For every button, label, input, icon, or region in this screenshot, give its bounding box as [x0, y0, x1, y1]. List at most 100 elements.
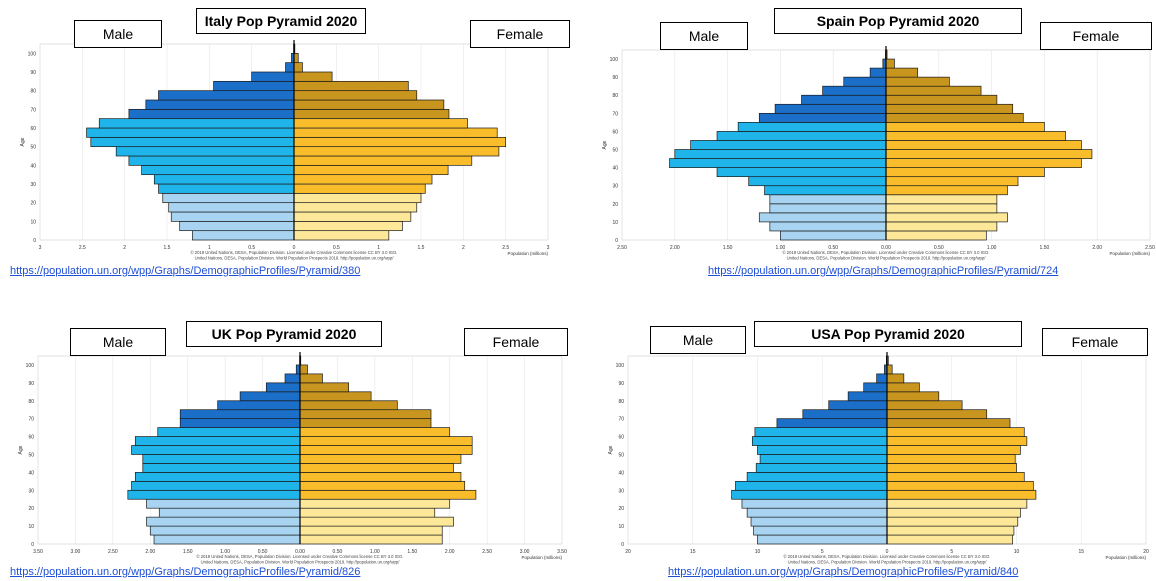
x-tick-label: 3 [39, 245, 42, 251]
x-axis-label: Population (millions) [1109, 251, 1150, 256]
female-bar [299, 400, 398, 411]
y-tick-label: 10 [618, 524, 624, 530]
male-bar [716, 131, 887, 141]
y-tick-label: 100 [616, 363, 625, 369]
female-bar [885, 94, 998, 105]
male-bar [735, 480, 888, 491]
y-tick-label: 30 [30, 182, 36, 188]
y-tick-label: 90 [28, 381, 34, 387]
x-tick-label: 1.5 [418, 245, 425, 251]
female-bar [293, 192, 422, 204]
male-bar [146, 498, 301, 509]
male-bar [769, 203, 887, 214]
male-bar [127, 489, 301, 500]
male-bar [86, 127, 295, 138]
male-bar [690, 140, 887, 150]
pyramid-panel-spain: 2.50 2.00 1.50 1.00 0.50 0.00 0.50 1.00 1.50 2.00… [578, 0, 1156, 290]
female-bar [886, 480, 1034, 491]
female-bar [299, 436, 473, 446]
y-tick-label: 20 [28, 506, 34, 512]
male-bar [751, 436, 888, 446]
credit-line: United Nations, DESA, Population Divisio… [195, 256, 395, 261]
female-bar [885, 176, 1019, 187]
credit-line: © 2019 United Nations, DESA, Population … [783, 250, 990, 255]
x-tick-label: 1.50 [407, 549, 417, 555]
female-bar [293, 202, 418, 213]
x-tick-label: 1.00 [220, 549, 230, 555]
female-label: Female [1042, 328, 1148, 356]
y-tick-label: 60 [28, 435, 34, 441]
x-tick-label: 1.50 [1040, 245, 1050, 251]
y-tick-label: 80 [618, 399, 624, 405]
x-tick-label: 2.00 [670, 245, 680, 251]
female-bar [886, 516, 1019, 527]
female-bar [886, 534, 1013, 545]
male-bar [115, 146, 295, 157]
female-bar [885, 122, 1045, 132]
female-bar [299, 489, 477, 500]
source-link[interactable]: https://population.un.org/wpp/Graphs/Dem… [708, 265, 1059, 277]
source-link[interactable]: https://population.un.org/wpp/Graphs/Dem… [10, 265, 361, 277]
female-bar [299, 427, 451, 437]
y-tick-label: 50 [618, 452, 624, 458]
female-bar [299, 409, 432, 420]
x-tick-label: 20 [625, 549, 631, 555]
y-tick-label: 0 [31, 542, 34, 548]
chart-title: USA Pop Pyramid 2020 [754, 321, 1022, 347]
x-tick-label: 2 [123, 245, 126, 251]
male-bar [265, 382, 301, 393]
male-bar [158, 183, 295, 194]
male-bar [179, 409, 301, 420]
y-tick-label: 80 [612, 93, 618, 99]
female-bar [293, 62, 303, 73]
female-bar [293, 136, 507, 148]
male-bar [285, 62, 295, 73]
credit-line: © 2019 United Nations, DESA, Population … [197, 554, 404, 559]
female-bar [293, 230, 390, 241]
chart-title: UK Pop Pyramid 2020 [186, 321, 382, 347]
male-bar [863, 382, 888, 393]
female-bar [886, 382, 920, 393]
male-bar [755, 463, 888, 473]
x-axis-label: Population (millions) [507, 251, 548, 256]
x-tick-label: 2.00 [445, 549, 455, 555]
x-tick-label: 1.00 [776, 245, 786, 251]
male-bar [153, 174, 295, 185]
x-tick-label: 3 [547, 245, 550, 251]
male-bar [170, 211, 295, 222]
x-tick-label: 3.00 [520, 549, 530, 555]
female-bar [299, 507, 436, 518]
male-bar [158, 90, 295, 101]
x-tick-label: 0.00 [881, 245, 891, 251]
y-tick-label: 50 [28, 452, 34, 458]
male-bar [716, 167, 887, 178]
male-label: Male [650, 326, 746, 354]
pyramid-panel-usa: 20 15 10 5 0 5 10 15 20 0 10 20 30 40 50 60 70 80 90 100 Age… [578, 290, 1156, 581]
male-bar [239, 391, 301, 402]
x-tick-label: 2.00 [1092, 245, 1102, 251]
female-bar [886, 525, 1015, 536]
pyramid-panel-italy: 3 2.5 2 1.5 1 0.5 0 0.5 1 1.5 2 2.5 3 0 10 20 30 40 50 60 70… [0, 0, 578, 290]
female-bar [885, 212, 1008, 223]
credit-line: United Nations, DESA, Population Divisio… [201, 560, 401, 565]
x-tick-label: 1.50 [723, 245, 733, 251]
female-bar [886, 427, 1025, 437]
female-bar [293, 90, 418, 101]
y-tick-label: 0 [615, 238, 618, 244]
y-tick-label: 0 [33, 238, 36, 244]
female-bar [885, 112, 1024, 123]
y-tick-label: 100 [28, 51, 37, 57]
female-bar [293, 211, 412, 222]
female-bar [886, 409, 988, 420]
y-tick-label: 70 [28, 417, 34, 423]
x-tick-label: 15 [1078, 549, 1084, 555]
source-link[interactable]: https://population.un.org/wpp/Graphs/Dem… [668, 566, 1019, 578]
y-tick-label: 20 [618, 506, 624, 512]
female-bar [293, 174, 433, 185]
x-axis-label: Population (millions) [521, 555, 562, 560]
female-bar [293, 52, 299, 64]
y-tick-label: 60 [30, 126, 36, 132]
source-link[interactable]: https://population.un.org/wpp/Graphs/Dem… [10, 566, 361, 578]
female-bar [886, 436, 1028, 446]
male-bar [758, 212, 887, 223]
